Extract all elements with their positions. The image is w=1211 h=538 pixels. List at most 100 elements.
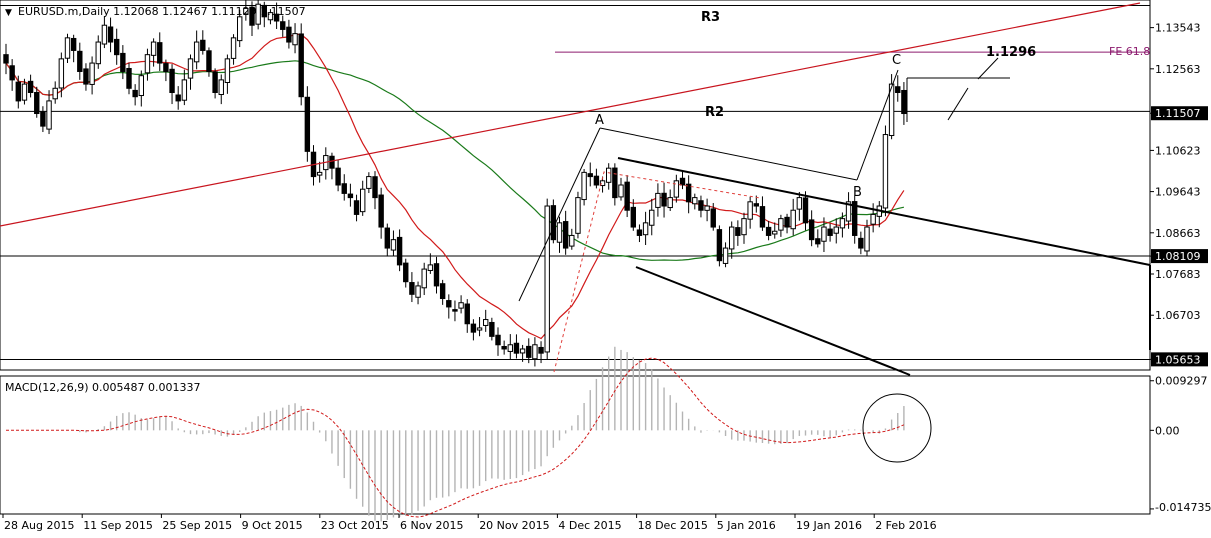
candle-body-bull: [599, 180, 606, 187]
candle-body-bull: [606, 167, 612, 183]
candle: [538, 341, 544, 364]
candle: [206, 47, 212, 77]
macd-tick: 0.00: [1150, 424, 1180, 437]
candle-body-bear: [335, 167, 341, 186]
candle: [329, 152, 335, 180]
candle: [360, 180, 366, 216]
candle: [839, 212, 846, 238]
candle: [224, 54, 231, 94]
candle-body-bear: [286, 26, 292, 43]
dashed-projection: [553, 171, 761, 373]
candle: [212, 68, 218, 99]
candle-body-bear: [901, 89, 907, 115]
candle-body-bull: [224, 58, 231, 83]
candle-body-bull: [150, 41, 157, 56]
candle: [193, 30, 200, 70]
candle-body-bull: [52, 87, 58, 100]
candle-body-bear: [802, 197, 809, 224]
candle: [569, 228, 575, 250]
candle: [679, 170, 686, 190]
price-tick-label: 1.09643: [1155, 186, 1201, 199]
candle-body-bull: [360, 188, 366, 213]
candle: [187, 54, 194, 90]
candle: [784, 213, 790, 234]
candle-body-bull: [21, 83, 28, 101]
channel-upper-line: [617, 157, 1151, 266]
price-label-box: [1151, 352, 1208, 367]
candle-body-bear: [439, 283, 446, 300]
candle: [772, 222, 778, 239]
price-tick: 1.09643: [1150, 186, 1201, 199]
point-a-label: A: [595, 113, 604, 128]
time-tick: 2 Feb 2016: [873, 514, 937, 532]
menu-triangle-icon[interactable]: ▼: [5, 8, 12, 18]
candle: [489, 317, 495, 341]
candle-body-bear: [513, 342, 520, 354]
price-tick-label: 1.06703: [1155, 309, 1201, 322]
candle: [427, 253, 434, 274]
candle-body-bear: [261, 4, 268, 18]
candle-body-bear: [636, 229, 643, 236]
candle: [403, 258, 409, 288]
price-tick: 1.12563: [1150, 63, 1201, 76]
candle-body-bear: [396, 236, 403, 266]
candle-body-bear: [83, 68, 89, 85]
candle: [89, 56, 95, 95]
candle-body-bear: [784, 216, 790, 228]
candle: [64, 33, 71, 64]
candle-body-bear: [329, 155, 335, 169]
candle-body-bull: [772, 230, 778, 235]
candle-body-bear: [593, 175, 600, 186]
candle-body-bear: [612, 167, 618, 199]
candle: [630, 199, 636, 231]
candle-body-bear: [526, 345, 532, 358]
candle: [895, 75, 901, 102]
price-label-text: 1.08109: [1155, 250, 1201, 263]
candle-body-bear: [126, 67, 132, 89]
candle-body-bear: [9, 65, 15, 81]
point-c-label: C: [892, 53, 901, 68]
candle: [46, 90, 52, 135]
candle: [304, 86, 311, 162]
candle: [230, 34, 237, 65]
candle-body-bull: [864, 226, 870, 252]
candle: [815, 229, 821, 248]
candle: [114, 28, 120, 65]
candle-body-bull: [267, 12, 274, 21]
candle-body-bull: [729, 226, 735, 250]
candle: [741, 212, 747, 244]
macd-header: MACD(12,26,9) 0.005487 0.001337: [5, 381, 201, 394]
candle-body-bear: [470, 323, 477, 333]
candle-body-bull: [870, 213, 876, 225]
candle-body-bear: [175, 94, 181, 102]
candle-body-bull: [237, 16, 243, 42]
candle-body-bear: [3, 54, 9, 64]
time-tick-label: 18 Dec 2015: [638, 519, 708, 532]
candle: [181, 69, 188, 106]
candle-body-bear: [403, 262, 409, 283]
candle: [175, 86, 181, 110]
candle-body-bear: [77, 50, 83, 72]
candle-body-bull: [692, 197, 698, 205]
candle: [864, 219, 870, 256]
main-plot-frame: [0, 0, 1151, 371]
candle-body-bull: [458, 302, 464, 309]
time-tick: 19 Jan 2016: [794, 514, 862, 532]
candle: [698, 195, 704, 218]
candle-body-bull: [845, 201, 852, 222]
candle: [83, 63, 89, 91]
candle: [452, 300, 458, 322]
candle-body-bull: [747, 201, 753, 220]
candle-body-bear: [685, 183, 692, 203]
candle-body-bear: [501, 346, 507, 350]
candle-body-bull: [581, 171, 587, 201]
candle-body-bear: [372, 176, 378, 199]
candle: [396, 229, 403, 272]
candle: [286, 19, 292, 49]
candle: [747, 196, 753, 229]
candle-body-bull: [218, 79, 224, 96]
candle: [107, 17, 114, 53]
candle: [218, 74, 224, 105]
candle: [120, 45, 126, 80]
